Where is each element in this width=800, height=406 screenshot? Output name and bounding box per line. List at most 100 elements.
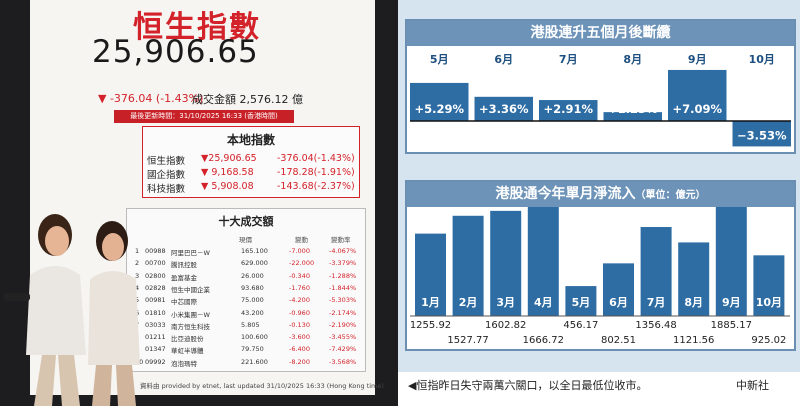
x-tick-label: 4月 — [534, 296, 553, 309]
local-index-name: 科技指數 — [147, 184, 186, 195]
bar — [527, 207, 559, 316]
local-index-change: -143.68(-2.37%) — [277, 181, 355, 192]
index-display-board: 恒生指數 25,906.65 ▼ -376.04 (-1.43%) 成交金額 2… — [30, 0, 384, 395]
data-label: +3.36% — [479, 102, 529, 116]
top-ten-cell-chg: -4.200 — [289, 296, 310, 305]
top-ten-cell-pct: -4.067% — [329, 247, 357, 255]
x-tick-label: 5月 — [572, 296, 591, 309]
top-ten-cell-code: 00981 — [145, 296, 166, 305]
data-label: 1255.92 — [410, 320, 451, 331]
top-ten-col-price: 現價 — [239, 236, 252, 244]
top-ten-cell-name: 騰訊控股 — [171, 261, 197, 270]
top-ten-row: 3 02800 盈富基金 26.000 -0.340 -1.288% — [131, 272, 363, 284]
top-ten-cell-name: 小米集團－W — [171, 310, 210, 319]
top-ten-cell-pct: -1.844% — [329, 283, 357, 292]
top-ten-cell-pct: -7.429% — [329, 345, 357, 354]
photo-caption: ◀恒指昨日失守兩萬六關口，以全日最低位收市。 中新社 — [398, 372, 800, 406]
x-tick-label: 10月 — [756, 296, 782, 309]
x-tick-label: 5月 — [430, 53, 449, 66]
top-ten-cell-price: 26.000 — [241, 271, 264, 280]
top-ten-cell-price: 93.680 — [241, 283, 264, 292]
local-index-name: 國企指數 — [147, 170, 186, 181]
top-ten-cell-code: 00700 — [145, 259, 166, 268]
data-label: 1356.48 — [635, 320, 676, 331]
top-ten-cell-name: 比亞迪股份 — [171, 335, 204, 344]
monthly-change-chart: 5月 +5.29% 6月 +3.36% 7月 +2.91% 8月 +1.23% 9月 +7.09%… — [410, 53, 791, 147]
chart-title-text: 港股通今年單月淨流入 — [495, 186, 636, 202]
chart-title-text: 港股連升五個月後斷纜 — [530, 25, 671, 41]
bar — [678, 242, 710, 316]
top-ten-cell-price: 79.750 — [241, 345, 264, 354]
top-ten-col-pct: 變動率 — [331, 236, 351, 244]
data-label: −3.53% — [737, 128, 787, 142]
top-ten-row: 1009992泡泡瑪特221.600-8.200-3.568% — [131, 358, 363, 370]
top-ten-cell-pct: -3.379% — [329, 259, 357, 268]
top-ten-cell-no: 3 — [135, 271, 140, 280]
data-label: 1602.82 — [485, 320, 526, 331]
top-ten-cell-name: 阿里巴巴－W — [171, 249, 210, 257]
top-ten-cell-price: 165.100 — [241, 247, 268, 255]
top-ten-cell-price: 221.600 — [241, 357, 268, 366]
bar — [474, 96, 533, 121]
top-ten-cell-code: 01347 — [145, 345, 166, 354]
top-ten-cell-code: 01810 — [145, 308, 166, 317]
data-label: +7.09% — [672, 102, 722, 116]
chart-title-unit: （單位：億元） — [635, 190, 706, 201]
top-ten-cell-price: 43.200 — [241, 308, 264, 317]
top-ten-cell-pct: -5.303% — [329, 296, 357, 305]
top-ten-cell-price: 629.000 — [241, 259, 268, 268]
x-tick-label: 2月 — [459, 296, 478, 309]
x-tick-label: 10月 — [749, 53, 775, 66]
bar — [410, 82, 469, 121]
bar — [668, 69, 727, 121]
bar — [490, 210, 522, 316]
board-credit: 資料由 provided by etnet, last updated 31/1… — [140, 382, 384, 390]
data-label: +5.29% — [414, 102, 464, 116]
data-label: 1666.72 — [523, 335, 564, 346]
bar — [452, 215, 484, 316]
monthly-change-chart-box: 港股連升五個月後斷纜 5月 +5.29% 6月 +3.36% 7月 +2.91% 8月 +1.… — [405, 19, 796, 154]
caption-text: ◀恒指昨日失守兩萬六關口，以全日最低位收市。 — [408, 379, 648, 392]
local-index-change: -376.04(-1.43%) — [277, 153, 355, 164]
x-tick-label: 6月 — [494, 53, 513, 66]
top-ten-row: 1 00988 阿里巴巴－W 165.100 -7.000 -4.067% — [131, 247, 363, 259]
southbound-inflow-chart-box: 港股通今年單月淨流入（單位：億元） 1月 1255.92 2月 1527.77 3月 16… — [405, 180, 796, 351]
data-label: 1527.77 — [447, 335, 488, 346]
bar — [565, 286, 597, 316]
data-label: 1121.56 — [673, 335, 714, 346]
local-index-value: ▼ 9,168.58 — [201, 167, 254, 178]
top-ten-cell-pct: -1.288% — [329, 271, 357, 280]
local-index-value: ▼ 5,908.08 — [201, 181, 254, 192]
top-ten-row: 5 00981 中芯國際 75.000 -4.200 -5.303% — [131, 296, 363, 308]
top-ten-cell-chg: -0.340 — [289, 271, 310, 280]
top-ten-cell-pct: -2.190% — [329, 320, 357, 329]
local-index-box: 本地指數 恒生指數 ▼25,906.65 -376.04(-1.43%) 國企指… — [142, 126, 360, 198]
top-ten-cell-chg: -0.960 — [289, 308, 310, 317]
top-ten-cell-pct: -3.568% — [329, 357, 357, 366]
local-index-row: 國企指數 ▼ 9,168.58 -178.28(-1.91%) — [147, 167, 355, 181]
x-tick-label: 6月 — [609, 296, 628, 309]
bar — [715, 207, 747, 316]
bar — [603, 263, 634, 316]
data-label: 925.02 — [751, 335, 786, 346]
news-photo: 恒生指數 25,906.65 ▼ -376.04 (-1.43%) 成交金額 2… — [0, 0, 398, 406]
data-label: 802.51 — [601, 335, 636, 346]
board-update-bar: 最後更新時間：31/10/2025 16:33 (香港時間) — [114, 110, 294, 123]
top-ten-cell-code: 00988 — [145, 247, 166, 255]
top-ten-row: 601810小米集團－W43.200-0.960-2.174% — [131, 309, 363, 321]
bar — [603, 112, 662, 121]
board-index-value: 25,906.65 — [92, 34, 259, 70]
top-ten-cell-price: 100.600 — [241, 333, 268, 342]
board-title: 恒生指數 — [133, 10, 261, 45]
data-label: 456.17 — [563, 320, 598, 331]
local-index-name: 恒生指數 — [147, 156, 186, 167]
board-index-change: ▼ -376.04 (-1.43%) — [98, 92, 204, 105]
top-ten-cell-chg: -7.000 — [289, 247, 310, 255]
x-tick-label: 7月 — [559, 53, 578, 66]
data-label: +2.91% — [543, 102, 593, 116]
bar — [640, 227, 672, 316]
top-ten-row: 801211比亞迪股份100.600-3.600-3.455% — [131, 333, 363, 345]
top-ten-cell-name: 南方恒生科技 — [171, 322, 210, 331]
top-ten-cell-pct: -3.455% — [329, 333, 357, 342]
southbound-inflow-chart: 1月 1255.92 2月 1527.77 3月 1602.82 4月 1666.72 5月 45… — [410, 207, 790, 346]
